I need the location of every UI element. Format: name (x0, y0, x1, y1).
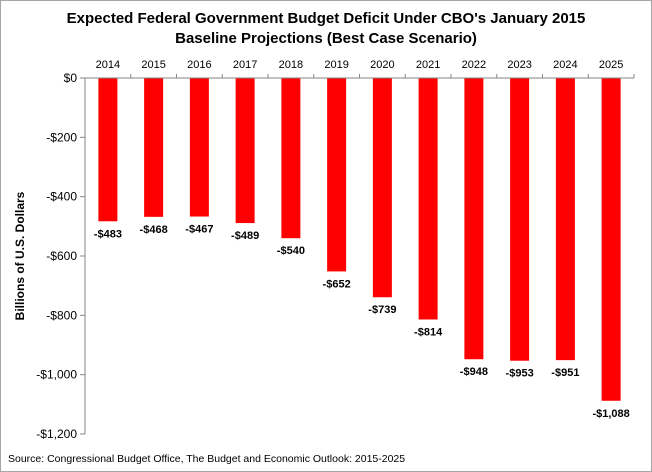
bar-2014 (98, 78, 118, 222)
data-label-2015: -$468 (140, 224, 168, 236)
bar-2018 (281, 78, 301, 239)
data-label-2016: -$467 (185, 224, 213, 236)
y-axis (80, 77, 86, 435)
bar-2025 (601, 78, 621, 401)
bar-2020 (372, 78, 392, 298)
x-tick-label-2017: 2017 (233, 59, 257, 71)
x-tick-label-2019: 2019 (324, 59, 348, 71)
x-tick-label-2014: 2014 (96, 59, 120, 71)
x-tick-label-2024: 2024 (553, 59, 577, 71)
y-tick-labels: $0 -$200 -$400 -$600 -$800 -$1,000 -$1,200 (36, 71, 77, 441)
x-tick-label-2022: 2022 (462, 59, 486, 71)
x-tick-label-2020: 2020 (370, 59, 394, 71)
bar-2015 (144, 78, 164, 217)
data-label-2025: -$1,088 (592, 408, 629, 420)
bar-2022 (464, 78, 484, 360)
data-label-2018: -$540 (277, 245, 305, 257)
x-tick-label-2023: 2023 (507, 59, 531, 71)
y-tick-label: -$1,000 (36, 368, 77, 382)
bar-2016 (189, 78, 209, 217)
data-label-2019: -$652 (323, 278, 351, 290)
y-tick-label: -$400 (46, 190, 77, 204)
x-tick-label-2025: 2025 (599, 59, 623, 71)
bars-group (98, 78, 621, 401)
data-label-2022: -$948 (460, 366, 488, 378)
source-note: Source: Congressional Budget Office, The… (8, 453, 406, 465)
data-labels: -$483 -$468 -$467 -$489 -$540 -$652 -$739 -$814… (94, 224, 630, 420)
data-label-2024: -$951 (551, 367, 579, 379)
chart-title: Expected Federal Government Budget Defic… (0, 9, 652, 49)
data-label-2017: -$489 (231, 230, 259, 242)
x-tick-label-2016: 2016 (187, 59, 211, 71)
y-tick-label: -$800 (46, 308, 77, 322)
chart-title-line-2: Baseline Projections (Best Case Scenario… (175, 30, 477, 47)
x-tick-label-2021: 2021 (416, 59, 440, 71)
bar-2024 (555, 78, 575, 361)
y-tick-label: -$600 (46, 249, 77, 263)
x-tick-label-2018: 2018 (279, 59, 303, 71)
x-tick-label-2015: 2015 (141, 59, 165, 71)
data-label-2021: -$814 (414, 326, 443, 338)
bar-2019 (327, 78, 347, 272)
y-tick-label: $0 (64, 71, 78, 85)
bar-2021 (418, 78, 438, 320)
data-label-2023: -$953 (506, 368, 534, 380)
chart-title-line-1: Expected Federal Government Budget Defic… (66, 10, 586, 27)
bar-2017 (235, 78, 255, 224)
x-tick-labels: 2014 2015 2016 2017 2018 2019 2020 2021 2022 2023… (96, 59, 635, 78)
data-label-2020: -$739 (368, 304, 396, 316)
y-axis-title: Billions of U.S. Dollars (13, 191, 27, 320)
bar-2023 (510, 78, 530, 361)
y-tick-label: -$200 (46, 130, 77, 144)
y-tick-label: -$1,200 (36, 427, 77, 441)
data-label-2014: -$483 (94, 228, 122, 240)
